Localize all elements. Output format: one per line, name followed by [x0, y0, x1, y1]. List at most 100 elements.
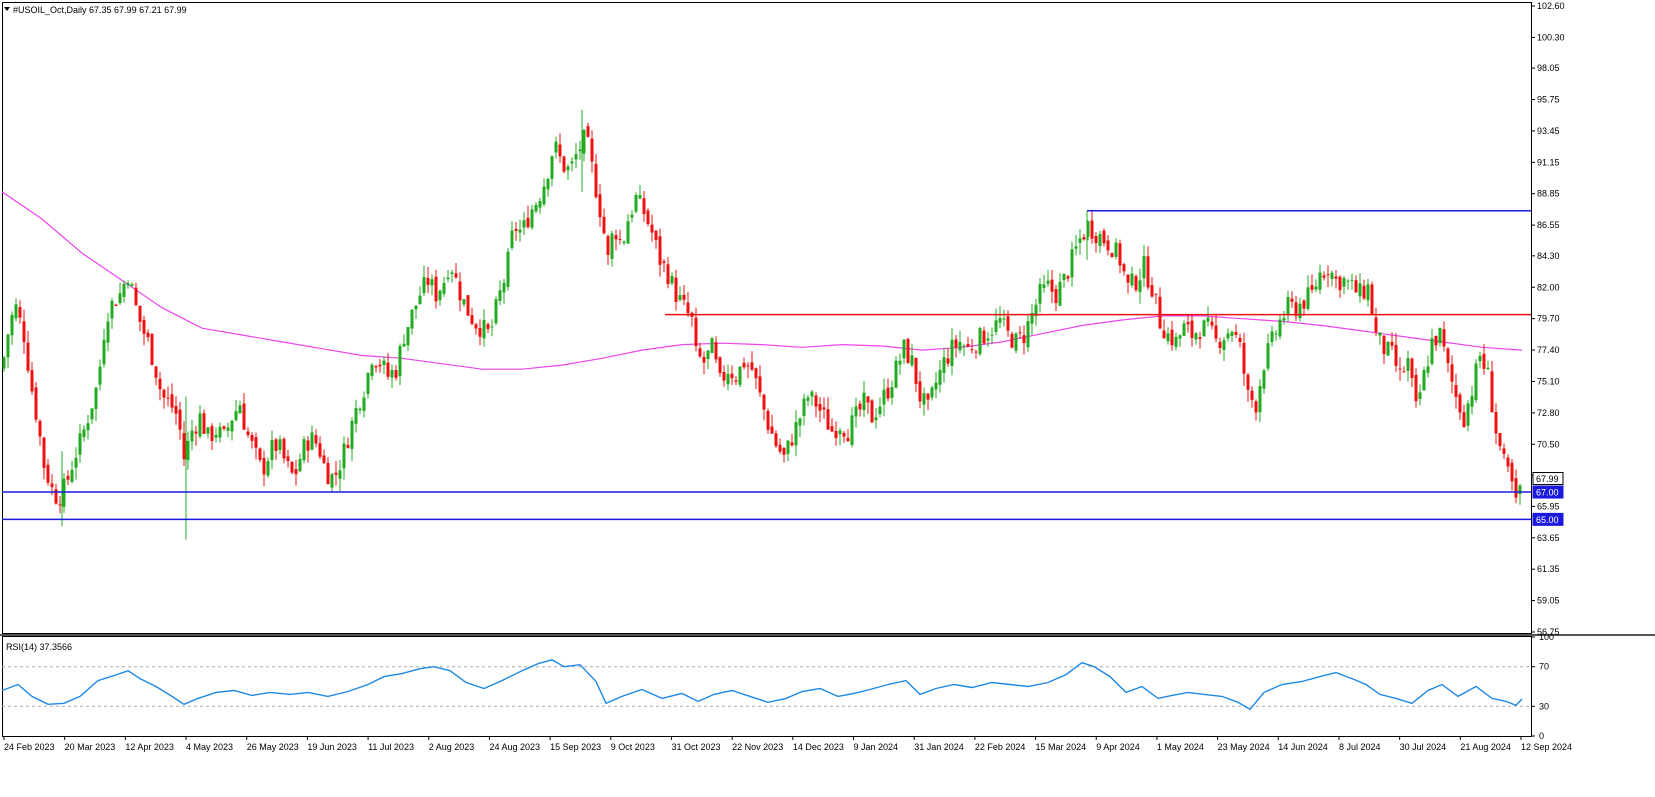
candle-body [166, 397, 170, 399]
rsi-plot-frame [2, 636, 1532, 737]
candle-body [534, 205, 538, 212]
candle-body [822, 407, 826, 410]
y-tick-label: 59.05 [1537, 596, 1560, 606]
candle-body [482, 320, 486, 339]
candle-body [458, 281, 462, 301]
candle-body [934, 382, 938, 390]
candle-body [674, 277, 678, 302]
candle-body [126, 283, 130, 286]
candle-body [810, 391, 814, 397]
candle-body [1210, 321, 1214, 326]
candle-body [246, 431, 250, 435]
candle-body [1294, 302, 1298, 317]
candle-body [1330, 272, 1334, 279]
x-tick-label: 31 Oct 2023 [671, 742, 720, 752]
candle-body [514, 228, 518, 231]
candle-body [930, 387, 934, 398]
y-tick-label: 84.30 [1537, 251, 1560, 261]
candle-body [666, 264, 670, 284]
candle-body [1018, 332, 1022, 334]
x-tick-label: 21 Aug 2024 [1460, 742, 1511, 752]
candle-body [1450, 364, 1454, 382]
candle-body [422, 277, 426, 294]
x-tick-label: 22 Nov 2023 [732, 742, 783, 752]
candle-body [78, 433, 82, 455]
x-tick-label: 9 Oct 2023 [611, 742, 655, 752]
y-tick-label: 77.40 [1537, 345, 1560, 355]
candle-body [982, 330, 986, 344]
candle-body [846, 437, 850, 442]
candle-body [1498, 433, 1502, 447]
candle-body [766, 410, 770, 430]
candle-body [290, 462, 294, 473]
price-label-box [1532, 485, 1564, 499]
candle-body [6, 334, 10, 358]
candle-body [654, 230, 658, 240]
candle-body [118, 293, 122, 304]
price-label-text: 65.00 [1536, 515, 1559, 525]
candle-body [858, 403, 862, 410]
x-tick-label: 2 Aug 2023 [429, 742, 475, 752]
x-tick-label: 22 Feb 2024 [975, 742, 1026, 752]
candle-body [486, 324, 490, 329]
candle-body [1466, 403, 1470, 426]
candle-body [1058, 281, 1062, 306]
candle-body [54, 489, 58, 504]
candle-body [906, 339, 910, 363]
candle-body [1406, 358, 1410, 371]
candle-body [1102, 230, 1106, 244]
candle-body [922, 393, 926, 405]
candle-body [1062, 274, 1066, 280]
candle-body [818, 404, 822, 411]
candle-body [942, 357, 946, 373]
candle-body [722, 372, 726, 381]
x-tick-label: 31 Jan 2024 [914, 742, 964, 752]
candle-body [1162, 330, 1166, 339]
x-tick-label: 12 Apr 2023 [125, 742, 174, 752]
candle-body [914, 357, 918, 384]
candle-body [1474, 363, 1478, 400]
rsi-axis: 100 70 30 0 [1531, 632, 1554, 741]
candle-body [478, 328, 482, 337]
candle-body [1386, 341, 1390, 356]
candle-body [1238, 337, 1242, 342]
candle-body [282, 438, 286, 459]
candle-body [782, 448, 786, 455]
candle-body [1394, 344, 1398, 366]
candle-body [1302, 300, 1306, 309]
candle-body [430, 279, 434, 286]
candle-body [1198, 337, 1202, 339]
candle-body [1346, 280, 1350, 282]
candle-body [306, 440, 310, 451]
candle-body [638, 195, 642, 199]
candle-body [150, 334, 154, 365]
candle-body [106, 321, 110, 343]
candle-body [834, 430, 838, 439]
candle-body [986, 338, 990, 341]
candle-body [542, 186, 546, 205]
candle-body [1366, 284, 1370, 301]
candle-body [1202, 320, 1206, 337]
y-tick-label: 100.30 [1537, 32, 1565, 42]
candle-body [574, 154, 578, 160]
candle-body [418, 295, 422, 304]
candle-body [326, 463, 330, 485]
candle-body [1462, 412, 1466, 428]
candle-body [1518, 485, 1522, 494]
candle-body [114, 304, 118, 306]
candle-body [234, 411, 238, 421]
x-tick-label: 15 Sep 2023 [550, 742, 601, 752]
dropdown-arrow-icon[interactable] [4, 7, 10, 11]
candle-body [1226, 333, 1230, 339]
candle-body [350, 420, 354, 449]
candle-body [1234, 331, 1238, 335]
candle-body [1090, 220, 1094, 239]
candle-body [1006, 316, 1010, 331]
candle-body [546, 178, 550, 190]
x-tick-label: 9 Jan 2024 [854, 742, 899, 752]
price-label-text: 67.00 [1536, 488, 1559, 498]
candle-body [626, 221, 630, 244]
main-plot-frame [2, 2, 1532, 634]
candle-body [606, 236, 610, 255]
candlesticks [2, 109, 1522, 540]
